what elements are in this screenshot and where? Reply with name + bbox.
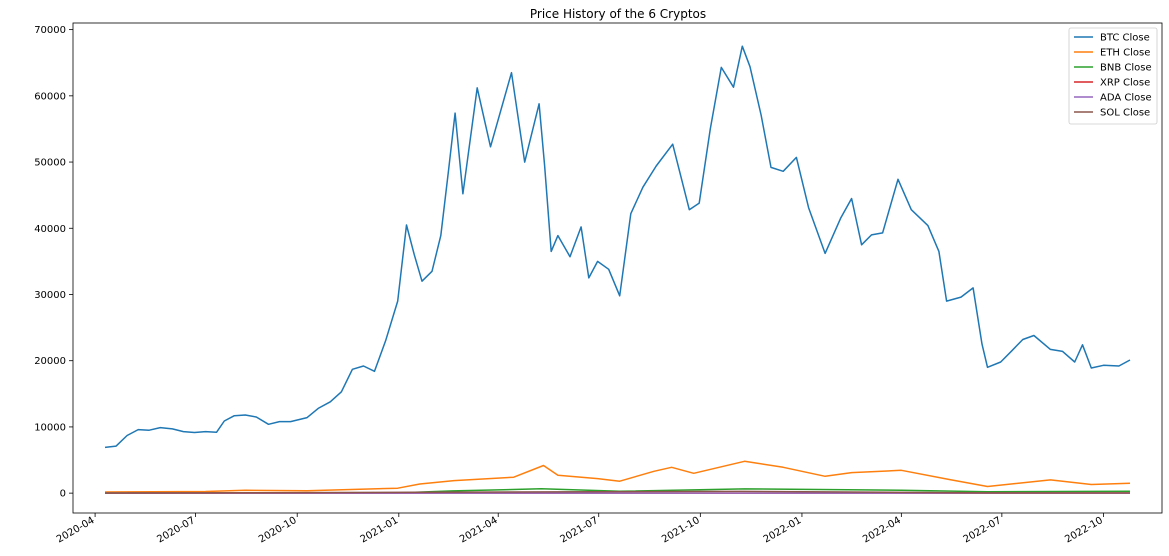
x-tick-label: 2022-07 bbox=[962, 515, 1004, 545]
x-tick-label: 2022-04 bbox=[861, 515, 903, 545]
plot-area bbox=[104, 45, 1131, 494]
y-tick-label: 10000 bbox=[34, 422, 66, 433]
legend: BTC Close ETH Close BNB Close XRP Close ADA … bbox=[1068, 27, 1158, 125]
x-tick-label: 2021-01 bbox=[359, 515, 401, 545]
x-tick-label: 2021-10 bbox=[660, 515, 702, 545]
series-line-sol-close bbox=[104, 490, 1130, 494]
chart-title: Price History of the 6 Cryptos bbox=[530, 7, 706, 21]
x-tick-label: 2022-10 bbox=[1063, 515, 1105, 545]
legend-label: ETH Close bbox=[1100, 48, 1150, 59]
x-tick-label: 2021-04 bbox=[458, 515, 500, 545]
x-tick-label: 2020-10 bbox=[257, 515, 299, 545]
y-tick-label: 60000 bbox=[34, 91, 66, 102]
x-tick-label: 2020-07 bbox=[155, 515, 197, 545]
legend-label: XRP Close bbox=[1100, 78, 1150, 89]
x-axis: 2020-04 2020-07 2020-10 2021-01 2021-04 2021-… bbox=[55, 513, 1105, 546]
y-tick-label: 20000 bbox=[34, 356, 66, 367]
y-tick-label: 40000 bbox=[34, 224, 66, 235]
y-axis: 0 10000 20000 30000 40000 50000 60000 70000 bbox=[34, 25, 73, 500]
x-tick-label: 2021-07 bbox=[559, 515, 601, 545]
y-tick-label: 0 bbox=[60, 489, 66, 500]
legend-label: BTC Close bbox=[1100, 33, 1150, 44]
y-tick-label: 50000 bbox=[34, 158, 66, 169]
legend-label: BNB Close bbox=[1100, 63, 1152, 74]
y-tick-label: 70000 bbox=[34, 25, 66, 36]
series-line-eth-close bbox=[104, 460, 1131, 493]
series-line-btc-close bbox=[104, 45, 1131, 449]
x-tick-label: 2022-01 bbox=[762, 515, 804, 545]
plot-frame bbox=[72, 22, 1163, 514]
x-tick-label: 2020-04 bbox=[55, 515, 97, 545]
y-tick-label: 30000 bbox=[34, 290, 66, 301]
legend-label: SOL Close bbox=[1100, 108, 1150, 119]
legend-label: ADA Close bbox=[1100, 93, 1152, 104]
